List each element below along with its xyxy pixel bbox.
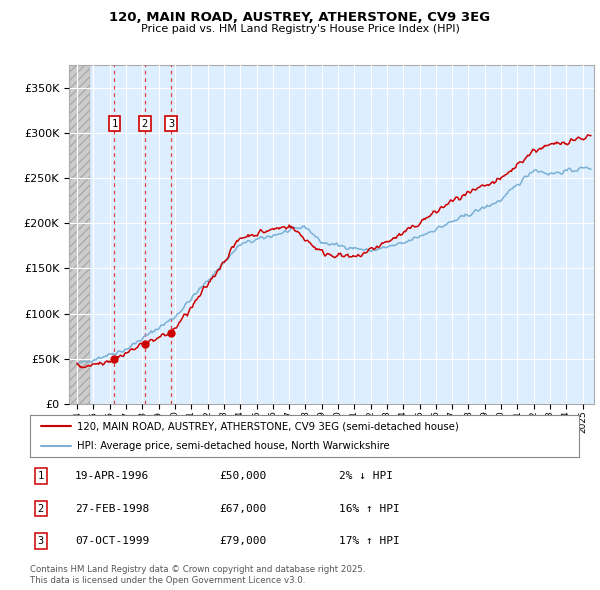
- Text: HPI: Average price, semi-detached house, North Warwickshire: HPI: Average price, semi-detached house,…: [77, 441, 389, 451]
- Text: 1: 1: [38, 471, 44, 481]
- Text: 3: 3: [38, 536, 44, 546]
- Text: Price paid vs. HM Land Registry's House Price Index (HPI): Price paid vs. HM Land Registry's House …: [140, 24, 460, 34]
- Text: 17% ↑ HPI: 17% ↑ HPI: [339, 536, 400, 546]
- Text: 27-FEB-1998: 27-FEB-1998: [75, 504, 149, 513]
- Text: 120, MAIN ROAD, AUSTREY, ATHERSTONE, CV9 3EG: 120, MAIN ROAD, AUSTREY, ATHERSTONE, CV9…: [109, 11, 491, 24]
- Text: 3: 3: [168, 119, 175, 129]
- Text: 2% ↓ HPI: 2% ↓ HPI: [339, 471, 393, 481]
- Text: 07-OCT-1999: 07-OCT-1999: [75, 536, 149, 546]
- Text: £50,000: £50,000: [219, 471, 266, 481]
- Text: 2: 2: [142, 119, 148, 129]
- Text: 2: 2: [38, 504, 44, 513]
- Text: £79,000: £79,000: [219, 536, 266, 546]
- Text: Contains HM Land Registry data © Crown copyright and database right 2025.
This d: Contains HM Land Registry data © Crown c…: [30, 565, 365, 585]
- Text: 19-APR-1996: 19-APR-1996: [75, 471, 149, 481]
- Text: £67,000: £67,000: [219, 504, 266, 513]
- Text: 16% ↑ HPI: 16% ↑ HPI: [339, 504, 400, 513]
- Text: 120, MAIN ROAD, AUSTREY, ATHERSTONE, CV9 3EG (semi-detached house): 120, MAIN ROAD, AUSTREY, ATHERSTONE, CV9…: [77, 421, 458, 431]
- Text: 1: 1: [112, 119, 118, 129]
